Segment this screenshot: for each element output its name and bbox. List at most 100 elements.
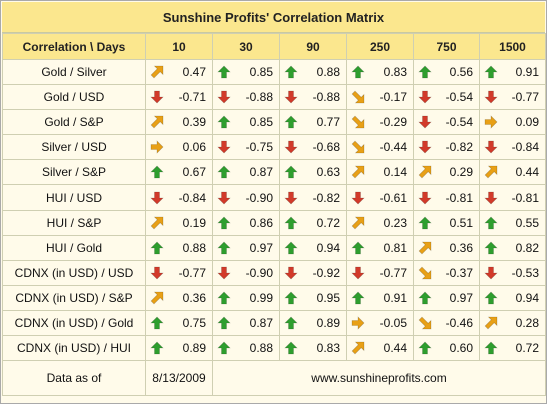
table-row: HUI / USD -0.84 -0.90 -0.82 -0.61 -0.81 -0.81: [2, 184, 546, 211]
arrow-up-icon: [484, 216, 498, 230]
correlation-cell: 0.09: [479, 109, 546, 136]
arrow-down-icon: [418, 191, 432, 205]
table-row: CDNX (in USD) / Gold 0.75 0.87 0.89 -0.05 -0.…: [2, 309, 546, 337]
correlation-value: 0.87: [249, 165, 273, 180]
correlation-cell: -0.37: [413, 259, 480, 286]
correlation-cell: 0.39: [145, 109, 213, 136]
correlation-cell: 0.19: [145, 209, 213, 236]
website-link[interactable]: www.sunshineprofits.com: [212, 360, 546, 397]
correlation-value: 0.19: [182, 215, 206, 230]
correlation-value: -0.05: [379, 315, 407, 330]
correlation-value: 0.67: [182, 165, 206, 180]
table-row: Gold / Silver 0.47 0.85 0.88 0.83 0.56 0.91: [2, 58, 546, 86]
correlation-value: -0.90: [245, 190, 273, 205]
correlation-value: -0.81: [511, 190, 539, 205]
correlation-cell: 0.36: [413, 234, 480, 261]
correlation-value: -0.82: [445, 140, 473, 155]
arrow-up-icon: [150, 165, 164, 179]
correlation-value: 0.72: [515, 341, 539, 356]
correlation-cell: -0.17: [346, 84, 414, 111]
correlation-value: -0.46: [445, 315, 473, 330]
correlation-value: 0.87: [249, 315, 273, 330]
arrow-down-icon: [217, 90, 231, 104]
correlation-cell: -0.68: [279, 134, 347, 161]
correlation-value: 0.55: [515, 215, 539, 230]
correlation-value: -0.37: [445, 265, 473, 280]
arrow-up-icon: [217, 65, 231, 79]
correlation-cell: -0.92: [279, 259, 347, 286]
correlation-cell: 0.72: [279, 209, 347, 236]
correlation-value: 0.97: [249, 240, 273, 255]
correlation-cell: 0.86: [212, 209, 280, 236]
column-header-1500: 1500: [479, 33, 546, 60]
correlation-cell: -0.05: [346, 309, 414, 337]
arrow-down-icon: [351, 266, 365, 280]
correlation-cell: -0.53: [479, 259, 546, 286]
arrow-up-right-icon: [351, 216, 365, 230]
row-label: Gold / Silver: [2, 58, 146, 86]
correlation-cell: -0.82: [413, 134, 480, 161]
correlation-value: 0.94: [515, 290, 539, 305]
correlation-cell: -0.82: [279, 184, 347, 211]
correlation-cell: -0.75: [212, 134, 280, 161]
correlation-value: 0.86: [249, 215, 273, 230]
correlation-value: -0.75: [245, 140, 273, 155]
arrow-up-icon: [484, 341, 498, 355]
correlation-cell: 0.88: [145, 234, 213, 261]
correlation-cell: 0.89: [279, 309, 347, 337]
correlation-cell: -0.77: [479, 84, 546, 111]
arrow-down-icon: [418, 115, 432, 129]
arrow-down-icon: [418, 140, 432, 154]
arrow-up-icon: [284, 291, 298, 305]
correlation-cell: -0.88: [279, 84, 347, 111]
arrow-right-icon: [484, 115, 498, 129]
header-row: Correlation \ Days 10 30 90 250 750 1500: [2, 33, 546, 60]
table-row: Gold / USD -0.71 -0.88 -0.88 -0.17 -0.54 -0.77: [2, 84, 546, 111]
table-row: Gold / S&P 0.39 0.85 0.77 -0.29 -0.54 0.09: [2, 109, 546, 136]
table-row: CDNX (in USD) / USD -0.77 -0.90 -0.92 -0.77 -…: [2, 259, 546, 286]
correlation-cell: 0.23: [346, 209, 414, 236]
arrow-up-icon: [150, 241, 164, 255]
correlation-value: 0.36: [449, 240, 473, 255]
row-label: Gold / S&P: [2, 109, 146, 136]
correlation-value: 0.81: [383, 240, 407, 255]
arrow-up-icon: [351, 241, 365, 255]
correlation-value: 0.95: [316, 290, 340, 305]
correlation-value: -0.53: [511, 265, 539, 280]
correlation-cell: -0.77: [346, 259, 414, 286]
arrow-down-icon: [150, 90, 164, 104]
arrow-up-icon: [150, 316, 164, 330]
row-label: Gold / USD: [2, 84, 146, 111]
correlation-cell: 0.63: [279, 159, 347, 186]
footer-row: Data as of 8/13/2009 www.sunshineprofits…: [2, 360, 546, 397]
correlation-value: -0.88: [312, 90, 340, 105]
table-row: CDNX (in USD) / S&P 0.36 0.99 0.95 0.91 0.97 0…: [2, 284, 546, 311]
row-label: CDNX (in USD) / Gold: [2, 309, 146, 337]
correlation-cell: -0.84: [479, 134, 546, 161]
arrow-up-icon: [284, 65, 298, 79]
arrow-up-icon: [217, 165, 231, 179]
arrow-up-icon: [217, 115, 231, 129]
correlation-value: -0.61: [379, 190, 407, 205]
correlation-value: 0.85: [249, 65, 273, 80]
correlation-value: 0.60: [449, 341, 473, 356]
correlation-value: 0.44: [515, 165, 539, 180]
correlation-cell: 0.94: [279, 234, 347, 261]
arrow-down-icon: [484, 266, 498, 280]
table-row: Silver / USD 0.06 -0.75 -0.68 -0.44 -0.82 -0.8…: [2, 134, 546, 161]
arrow-up-right-icon: [150, 115, 164, 129]
correlation-cell: -0.44: [346, 134, 414, 161]
correlation-cell: 0.82: [479, 234, 546, 261]
correlation-cell: 0.28: [479, 309, 546, 337]
corner-header: Correlation \ Days: [2, 33, 146, 60]
correlation-cell: 0.14: [346, 159, 414, 186]
row-label: CDNX (in USD) / HUI: [2, 335, 146, 362]
correlation-value: 0.09: [515, 115, 539, 130]
arrow-up-right-icon: [484, 165, 498, 179]
arrow-down-right-icon: [351, 90, 365, 104]
correlation-value: -0.71: [178, 90, 206, 105]
correlation-cell: -0.54: [413, 84, 480, 111]
correlation-cell: 0.88: [279, 58, 347, 86]
correlation-value: 0.89: [182, 341, 206, 356]
correlation-cell: 0.81: [346, 234, 414, 261]
